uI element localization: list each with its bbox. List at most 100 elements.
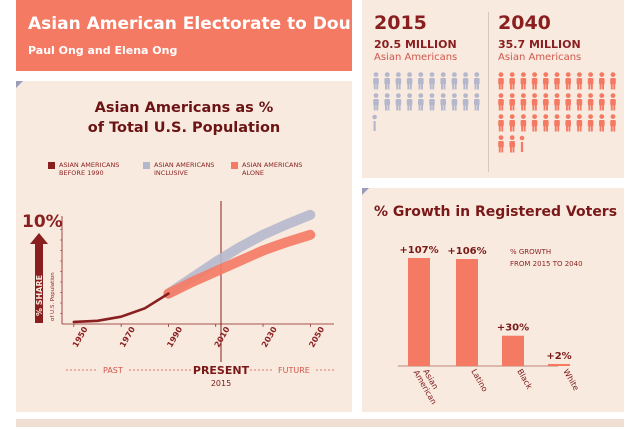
share-line-chart: 10% % SHARE of U.S. Population 1950 1970 1… bbox=[22, 201, 334, 388]
legend-line2: BEFORE 1990 bbox=[59, 169, 104, 177]
bar-category-label: White bbox=[561, 368, 580, 393]
x-tick-label: 1950 bbox=[71, 325, 90, 349]
title-banner: Asian American Electorate to Double Paul… bbox=[16, 0, 380, 71]
person-icon bbox=[509, 114, 515, 132]
population-left-label: Asian Americans bbox=[374, 52, 458, 63]
share-chart-panel: Asian Americans as % of Total U.S. Popul… bbox=[16, 81, 352, 412]
person-icon bbox=[531, 114, 538, 132]
future-label: FUTURE bbox=[278, 366, 310, 375]
person-icon bbox=[576, 114, 583, 132]
share-chart-title-line1: Asian Americans as % bbox=[94, 100, 274, 116]
present-label: PRESENT bbox=[193, 364, 250, 377]
population-right-label: Asian Americans bbox=[498, 52, 582, 63]
person-icon bbox=[509, 72, 515, 90]
series-line-alone bbox=[163, 229, 316, 299]
x-tick-label: 1990 bbox=[165, 325, 184, 349]
bar-asian-american bbox=[408, 258, 430, 366]
legend-line2: ALONE bbox=[242, 169, 264, 177]
year-left: 2015 bbox=[374, 12, 427, 34]
bar-category-label: Black bbox=[515, 368, 534, 392]
x-tick-label: 2030 bbox=[260, 325, 279, 349]
person-icon bbox=[509, 135, 515, 153]
bar-layer: +107% AsianAmerican +106% Latino +30% Black +2… bbox=[399, 245, 580, 406]
person-icon bbox=[418, 93, 424, 111]
population-panel: 2015 20.5 MILLION Asian Americans 2040 3… bbox=[362, 0, 624, 178]
person-icon bbox=[395, 93, 402, 111]
person-icon bbox=[440, 93, 446, 111]
person-icon bbox=[498, 114, 504, 132]
person-icon bbox=[440, 72, 446, 90]
x-tick-label: 2010 bbox=[213, 325, 232, 349]
person-icon bbox=[451, 72, 458, 90]
person-icon bbox=[509, 93, 515, 111]
series-layer bbox=[72, 209, 316, 324]
bar-latino bbox=[456, 259, 478, 366]
bar-value-label: +107% bbox=[399, 245, 438, 256]
legend-line1: ASIAN AMERICANS bbox=[59, 161, 120, 169]
corner-marker bbox=[16, 81, 23, 88]
authors: Paul Ong and Elena Ong bbox=[28, 44, 178, 57]
person-icon bbox=[520, 72, 527, 90]
bar-value-label: +2% bbox=[546, 351, 571, 362]
bar-category-label: Latino bbox=[469, 368, 489, 394]
person-icon bbox=[599, 72, 605, 90]
growth-bar-chart: % GROWTH FROM 2015 TO 2040 +107% AsianAme… bbox=[398, 245, 583, 406]
person-icon bbox=[565, 72, 571, 90]
bar-category-label: AsianAmerican bbox=[411, 364, 446, 406]
person-icon bbox=[406, 72, 413, 90]
year-right: 2040 bbox=[498, 12, 551, 34]
person-icon bbox=[610, 93, 616, 111]
person-icon bbox=[599, 114, 605, 132]
population-divider bbox=[488, 12, 489, 172]
person-icon bbox=[610, 114, 616, 132]
person-icon bbox=[462, 93, 469, 111]
person-icon bbox=[395, 72, 402, 90]
person-icon bbox=[373, 93, 379, 111]
person-icon bbox=[610, 72, 616, 90]
person-icon bbox=[565, 93, 571, 111]
person-icon bbox=[587, 93, 594, 111]
person-icon bbox=[554, 72, 560, 90]
person-icon bbox=[554, 114, 560, 132]
person-icon bbox=[543, 114, 549, 132]
growth-panel: % Growth in Registered Voters % GROWTH F… bbox=[362, 188, 624, 412]
partial-person-icon bbox=[519, 135, 525, 152]
legend-swatch bbox=[143, 162, 150, 169]
y-arrow-label: % SHARE bbox=[35, 275, 44, 316]
person-icon bbox=[418, 72, 424, 90]
legend-text: ASIAN AMERICANS INCLUSIVE bbox=[154, 161, 214, 177]
person-icon bbox=[543, 72, 549, 90]
x-tick-label: 2050 bbox=[307, 325, 326, 349]
person-icon bbox=[576, 93, 583, 111]
legend-text: ASIAN AMERICANS ALONE bbox=[242, 161, 302, 177]
growth-note-line2: FROM 2015 TO 2040 bbox=[510, 260, 583, 268]
y-arrow-sublabel: of U.S. Population bbox=[50, 272, 56, 321]
person-icon bbox=[576, 72, 583, 90]
person-icon bbox=[498, 93, 504, 111]
share-chart-title-line2: of Total U.S. Population bbox=[87, 120, 281, 136]
y-top-label: 10% bbox=[22, 212, 63, 232]
person-icon bbox=[520, 93, 527, 111]
legend-line2: INCLUSIVE bbox=[154, 169, 188, 177]
person-icon bbox=[474, 93, 480, 111]
person-icon bbox=[531, 72, 538, 90]
corner-marker bbox=[362, 188, 369, 195]
person-icon bbox=[599, 93, 605, 111]
person-icon bbox=[587, 114, 594, 132]
person-icon bbox=[554, 93, 560, 111]
person-icon bbox=[543, 93, 549, 111]
person-icon bbox=[531, 93, 538, 111]
person-icon bbox=[384, 72, 390, 90]
present-year: 2015 bbox=[211, 379, 231, 388]
growth-title: % Growth in Registered Voters bbox=[374, 204, 618, 220]
series-line-before-1990 bbox=[72, 292, 170, 324]
legend-swatch bbox=[231, 162, 238, 169]
person-icon bbox=[451, 93, 458, 111]
person-icon bbox=[520, 114, 527, 132]
population-left-value: 20.5 MILLION bbox=[374, 38, 457, 51]
legend-line1: ASIAN AMERICANS bbox=[154, 161, 215, 169]
person-icon bbox=[474, 72, 480, 90]
bar-value-label: +30% bbox=[497, 323, 529, 334]
legend-line1: ASIAN AMERICANS bbox=[242, 161, 303, 169]
legend-swatch bbox=[48, 162, 55, 169]
